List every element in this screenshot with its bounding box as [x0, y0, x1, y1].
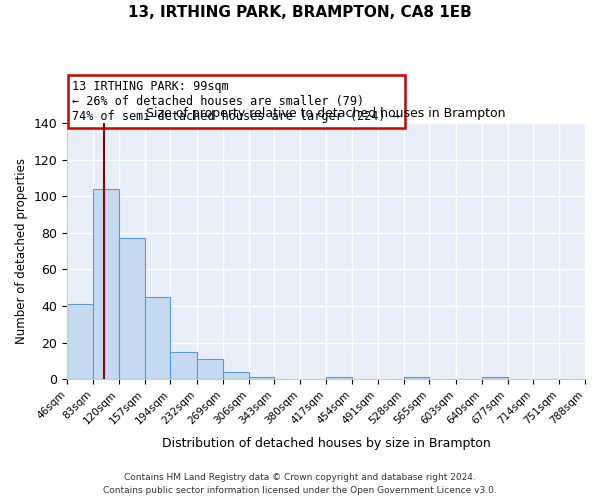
Text: 13 IRTHING PARK: 99sqm
← 26% of detached houses are smaller (79)
74% of semi-det: 13 IRTHING PARK: 99sqm ← 26% of detached… — [73, 80, 400, 123]
Bar — [67, 304, 93, 380]
Title: Size of property relative to detached houses in Brampton: Size of property relative to detached ho… — [146, 108, 506, 120]
Bar — [248, 378, 274, 380]
Bar — [404, 378, 430, 380]
Bar — [145, 297, 170, 380]
Bar — [93, 189, 119, 380]
Text: Contains HM Land Registry data © Crown copyright and database right 2024.
Contai: Contains HM Land Registry data © Crown c… — [103, 474, 497, 495]
Bar — [119, 238, 145, 380]
Y-axis label: Number of detached properties: Number of detached properties — [15, 158, 28, 344]
Bar — [223, 372, 248, 380]
Bar — [482, 378, 508, 380]
Bar — [170, 352, 197, 380]
Bar — [326, 378, 352, 380]
Text: 13, IRTHING PARK, BRAMPTON, CA8 1EB: 13, IRTHING PARK, BRAMPTON, CA8 1EB — [128, 5, 472, 20]
X-axis label: Distribution of detached houses by size in Brampton: Distribution of detached houses by size … — [162, 437, 490, 450]
Bar — [197, 359, 223, 380]
